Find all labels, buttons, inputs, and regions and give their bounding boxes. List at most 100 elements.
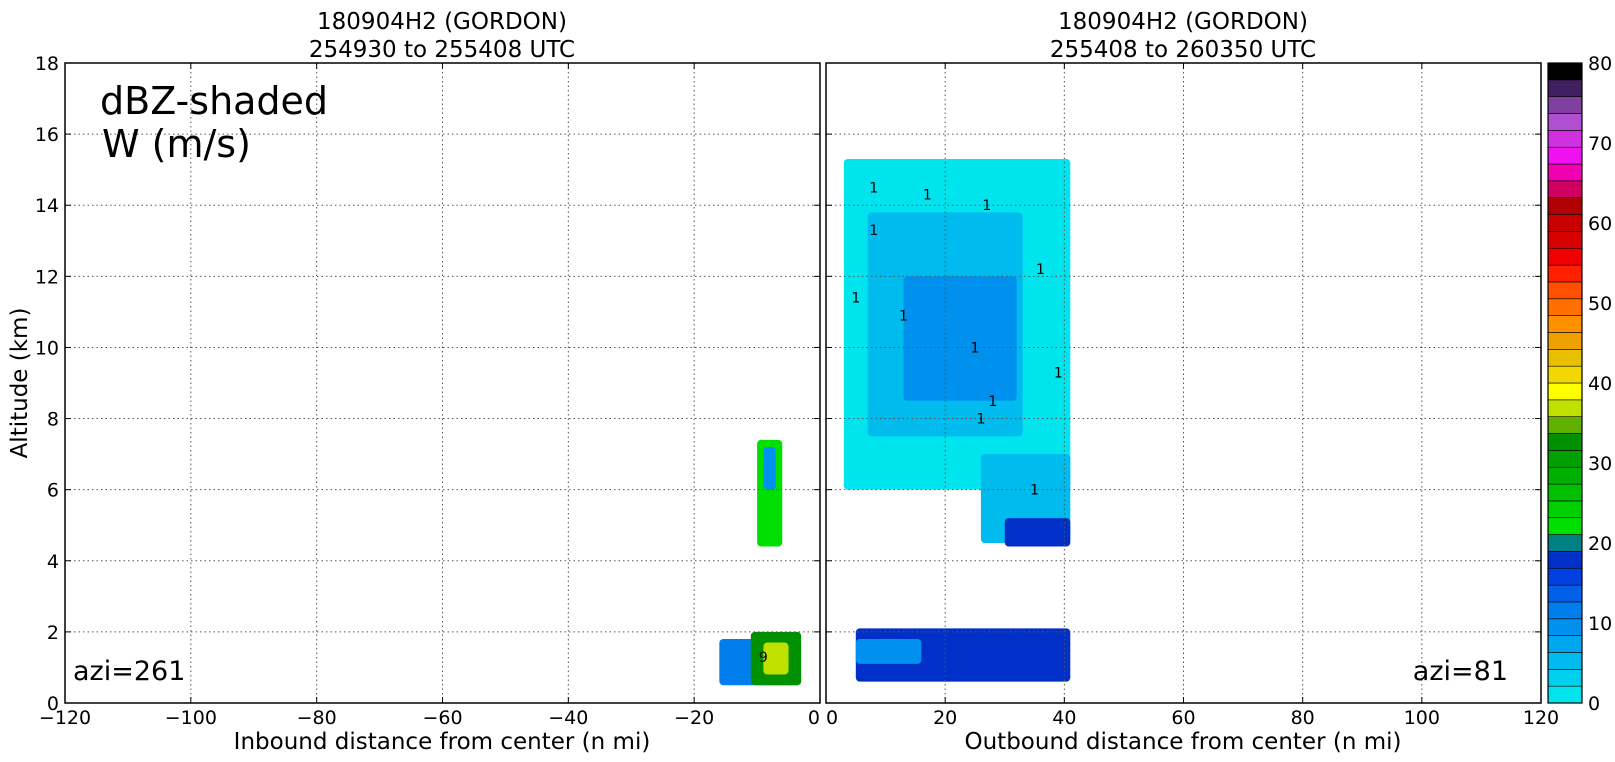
panel-annotation-w: W (m/s) bbox=[102, 122, 251, 166]
colorbar-segment bbox=[1547, 483, 1583, 502]
right-title-line2: 255408 to 260350 UTC bbox=[1050, 37, 1316, 63]
right-w-contour-label: 1 bbox=[899, 308, 908, 324]
colorbar-segment bbox=[1547, 669, 1583, 687]
right-w-contour-label: 1 bbox=[970, 340, 979, 356]
left-y-tick-label: 8 bbox=[47, 409, 59, 431]
right-x-tick-label: 80 bbox=[1291, 707, 1315, 729]
left-x-tick-label: −20 bbox=[674, 707, 714, 729]
right-x-tick-label: 100 bbox=[1404, 707, 1440, 729]
left-y-tick-label: 12 bbox=[35, 266, 59, 288]
colorbar-segment bbox=[1547, 450, 1583, 468]
right-grid bbox=[826, 63, 1541, 703]
right-w-contour-label: 1 bbox=[982, 198, 991, 214]
right-x-tick-label: 40 bbox=[1052, 707, 1076, 729]
colorbar-segment bbox=[1547, 349, 1583, 367]
right-echo-region-6 bbox=[855, 639, 922, 664]
colorbar-segment bbox=[1547, 466, 1583, 485]
colorbar-segment bbox=[1547, 264, 1583, 283]
colorbar-segment bbox=[1547, 96, 1583, 114]
left-x-axis-label: Inbound distance from center (n mi) bbox=[234, 729, 651, 755]
colorbar-segment bbox=[1547, 332, 1583, 350]
colorbar-segment bbox=[1547, 567, 1583, 586]
colorbar-tick-label: 70 bbox=[1588, 133, 1612, 155]
left-echo-layer bbox=[719, 439, 802, 686]
left-y-tick-label: 14 bbox=[35, 195, 59, 217]
right-w-contour-label: 1 bbox=[923, 188, 932, 204]
panel-annotation-dbz: dBZ-shaded bbox=[100, 79, 328, 123]
right-echo-region-4 bbox=[1004, 518, 1071, 547]
colorbar-tick-label: 60 bbox=[1588, 213, 1612, 235]
colorbar-segment bbox=[1547, 130, 1583, 148]
colorbar-segment bbox=[1547, 551, 1583, 569]
left-w-contour-label: 9 bbox=[759, 650, 768, 666]
colorbar-segment bbox=[1547, 500, 1583, 519]
left-title-line2: 254930 to 255408 UTC bbox=[309, 37, 575, 63]
colorbar-segment bbox=[1547, 601, 1583, 620]
colorbar-segment bbox=[1547, 146, 1583, 165]
colorbar-segment bbox=[1547, 298, 1583, 316]
right-w-contour-label: 1 bbox=[869, 223, 878, 239]
right-x-tick-label: 0 bbox=[826, 707, 838, 729]
y-axis-label: Altitude (km) bbox=[7, 308, 33, 459]
left-x-tick-label: −100 bbox=[165, 707, 217, 729]
left-x-tick-label: −120 bbox=[39, 707, 91, 729]
colorbar-segment bbox=[1547, 113, 1583, 131]
colorbar-tick-label: 20 bbox=[1588, 533, 1612, 555]
colorbar-tick-label: 0 bbox=[1588, 693, 1600, 715]
right-w-contour-label: 1 bbox=[1036, 262, 1045, 278]
colorbar-segment bbox=[1547, 315, 1583, 333]
colorbar-segment bbox=[1547, 231, 1583, 249]
left-x-tick-label: 0 bbox=[808, 707, 820, 729]
left-y-tick-label: 16 bbox=[35, 124, 59, 146]
right-w-contour-label: 1 bbox=[1054, 365, 1063, 381]
colorbar-frame bbox=[1547, 62, 1583, 704]
right-x-tick-label: 120 bbox=[1523, 707, 1559, 729]
colorbar-segment bbox=[1547, 635, 1583, 653]
colorbar-tick-label: 50 bbox=[1588, 293, 1612, 315]
left-echo-region-1 bbox=[763, 447, 776, 490]
left-x-tick-label: −60 bbox=[422, 707, 462, 729]
right-panel: 180904H2 (GORDON) 255408 to 260350 UTC 1… bbox=[825, 9, 1559, 755]
right-w-contour-label: 1 bbox=[988, 394, 997, 410]
right-w-contour-label: 1 bbox=[976, 412, 985, 428]
colorbar-segment bbox=[1547, 197, 1583, 215]
colorbar-segment bbox=[1547, 652, 1583, 670]
dbz-colorbar: 0 10 20 30 40 50 60 70 80 bbox=[1547, 53, 1612, 715]
right-title-line1: 180904H2 (GORDON) bbox=[1058, 9, 1308, 35]
colorbar-tick-label: 10 bbox=[1588, 613, 1612, 635]
colorbar-segment bbox=[1547, 685, 1583, 704]
right-azimuth-label: azi=81 bbox=[1413, 656, 1508, 687]
left-y-tick-label: 0 bbox=[47, 693, 59, 715]
right-x-tick-label: 20 bbox=[933, 707, 957, 729]
colorbar-segment bbox=[1547, 62, 1583, 81]
left-axis-ticks: −120 −100 −80 −60 −40 −20 0 0 2 4 6 8 10 12 14 16 18 bbox=[35, 53, 821, 729]
colorbar-segment bbox=[1547, 517, 1583, 535]
left-y-tick-label: 6 bbox=[47, 480, 59, 502]
colorbar-segment bbox=[1547, 365, 1583, 384]
colorbar-segment bbox=[1547, 281, 1583, 300]
right-echo-layer bbox=[843, 159, 1071, 682]
colorbar-segment bbox=[1547, 180, 1583, 199]
colorbar-segment bbox=[1547, 247, 1583, 266]
left-y-tick-label: 4 bbox=[47, 551, 59, 573]
right-echo-region-2 bbox=[903, 276, 1017, 401]
colorbar-segment bbox=[1547, 534, 1583, 552]
colorbar-tick-label: 40 bbox=[1588, 373, 1612, 395]
left-grid bbox=[65, 63, 820, 703]
colorbar-tick-label: 30 bbox=[1588, 453, 1612, 475]
left-title-line1: 180904H2 (GORDON) bbox=[317, 9, 567, 35]
left-panel: 180904H2 (GORDON) 254930 to 255408 UTC 9… bbox=[7, 9, 821, 755]
colorbar-segment bbox=[1547, 163, 1583, 182]
colorbar-segment bbox=[1547, 584, 1583, 603]
left-y-tick-label: 2 bbox=[47, 622, 59, 644]
colorbar-segment bbox=[1547, 79, 1583, 97]
right-w-contour-label: 1 bbox=[851, 291, 860, 307]
right-w-contour-label: 1 bbox=[1030, 483, 1039, 499]
right-axis-ticks: 0 20 40 60 80 100 120 bbox=[825, 62, 1559, 729]
left-x-tick-label: −40 bbox=[548, 707, 588, 729]
left-w-contours: 9 bbox=[759, 650, 768, 666]
colorbar-segment bbox=[1547, 214, 1583, 232]
left-x-tick-label: −80 bbox=[297, 707, 337, 729]
